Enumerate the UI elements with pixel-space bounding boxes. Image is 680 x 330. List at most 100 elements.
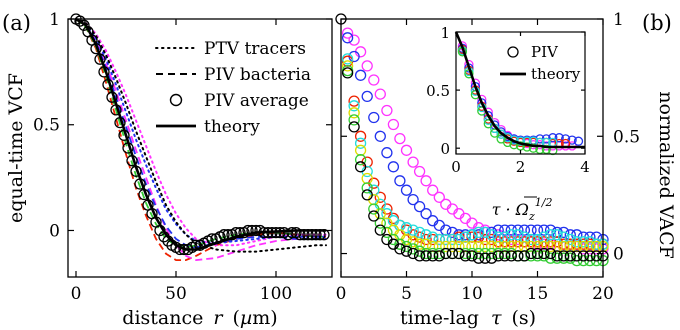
panel-b-point [348,114,360,126]
panel-b-point [544,229,557,241]
panel-b-point [341,32,354,44]
panel-a-point [110,104,122,116]
inset-point [548,133,558,143]
panel-b-point [492,250,504,262]
panel-a-dashed-line [75,18,326,249]
panel-b-point [564,250,576,262]
panel-b-point [368,74,380,86]
panel-a-point [158,231,170,243]
panel-a-point [126,155,138,167]
panel-a-dotted-line [75,18,327,247]
panel-b-point [354,137,367,149]
panel-b-point [354,161,367,173]
panel-a-dotted-line [75,18,327,253]
panel-b-point [485,240,498,253]
panel-b-point [459,231,472,243]
panel-b-point [394,132,406,145]
inset-point [528,143,539,153]
inset-point [560,134,571,144]
inset-x-title-sup: 1/2 [535,196,553,209]
panel-a-x-tick-label: 0 [71,284,82,304]
panel-b-point [544,240,557,253]
panel-b-point [525,247,537,260]
panel-a-point [130,165,142,177]
inset-point [515,141,526,151]
panel-b-point [564,233,576,246]
panel-a-point [114,116,126,129]
inset-legend-circle-sample [507,46,519,58]
inset-point [554,133,564,143]
panel-b-point [440,233,452,246]
inset-plot: 0 2 4 0 0.5 1 PIV theory τ · Ωz1/2 [426,24,590,223]
panel-b-point [479,226,491,239]
panel-b-point [348,95,360,107]
inset-x-tick-label: 0 [451,158,461,176]
panel-b-point [459,250,472,262]
panel-b-point [538,250,550,262]
inset-point [541,144,551,155]
panel-b-point [354,154,367,166]
panel-b-point [479,240,491,253]
panel-b-point [420,208,432,220]
panel-b-point [525,233,537,246]
panel-a-x-title: distance r (µm) [122,307,277,329]
panel-a-y-tick-label: 1 [49,10,60,30]
panel-a-point [270,226,282,239]
panel-b-point [485,233,498,246]
panel-b-point [485,252,498,264]
legend-piv-bacteria: PIV bacteria [204,65,311,85]
inset-marks [454,31,585,156]
panel-b-point [427,250,439,262]
panel-b-point [538,247,550,260]
panel-b-x-tick-label: 20 [592,284,614,304]
panel-b-point [466,229,478,241]
panel-a-x-title-word: distance [122,307,203,329]
panel-b-point [512,250,524,262]
inset-legend-theory: theory [531,65,581,83]
panel-b-point [361,60,373,72]
panel-a-x-title-unit: m) [252,307,277,329]
inset-y-tick-label: 0 [440,140,450,158]
panel-b-point [479,252,491,264]
panel-a-point [178,243,190,256]
panel-b-point [361,90,373,103]
panel-b-x-title-var: τ [491,307,502,329]
panel-b-point [413,226,426,239]
panel-a-x-tick-label: 50 [165,284,187,304]
panel-b-point [531,233,544,246]
panel-b-point [440,240,452,253]
panel-b-point [446,233,459,246]
panel-b-point [407,193,419,206]
panel-b-point [551,250,563,262]
panel-a-x-tick-label: 100 [260,284,292,304]
panel-a-point [138,188,150,201]
panel-b-point [531,247,544,260]
panel-b-x-title: time-lag τ (s) [400,307,536,329]
panel-b-point [558,250,570,262]
panel-b-point [413,200,426,213]
panel-b-point [413,165,426,178]
panel-b-point [544,247,557,260]
panel-b-x-tick-label: 0 [336,284,347,304]
panel-b-y-title: normalized VACF [655,91,677,259]
inset-legend-piv: PIV [531,43,559,61]
panel-b-point [512,229,524,241]
panel-b-point [374,88,386,100]
panel-b-point [472,240,485,253]
panel-b-point [381,217,393,229]
panel-b-x-tick-label: 5 [401,284,412,304]
panel-b-x-tick-label: 10 [461,284,483,304]
panel-a-point [294,229,306,241]
panel-b-point [453,240,465,253]
panel-b-point [420,238,432,250]
panel-b-point [407,243,419,255]
panel-b-point [558,226,570,239]
inset-x-title-sub: z [528,210,535,223]
panel-a-point [262,226,274,239]
panel-b-point [341,27,354,39]
panel-a-point [258,226,270,239]
panel-b-point [354,69,367,81]
panel-a-point [134,178,146,190]
panel-b-point [466,250,478,262]
panel-a-point [118,129,130,141]
